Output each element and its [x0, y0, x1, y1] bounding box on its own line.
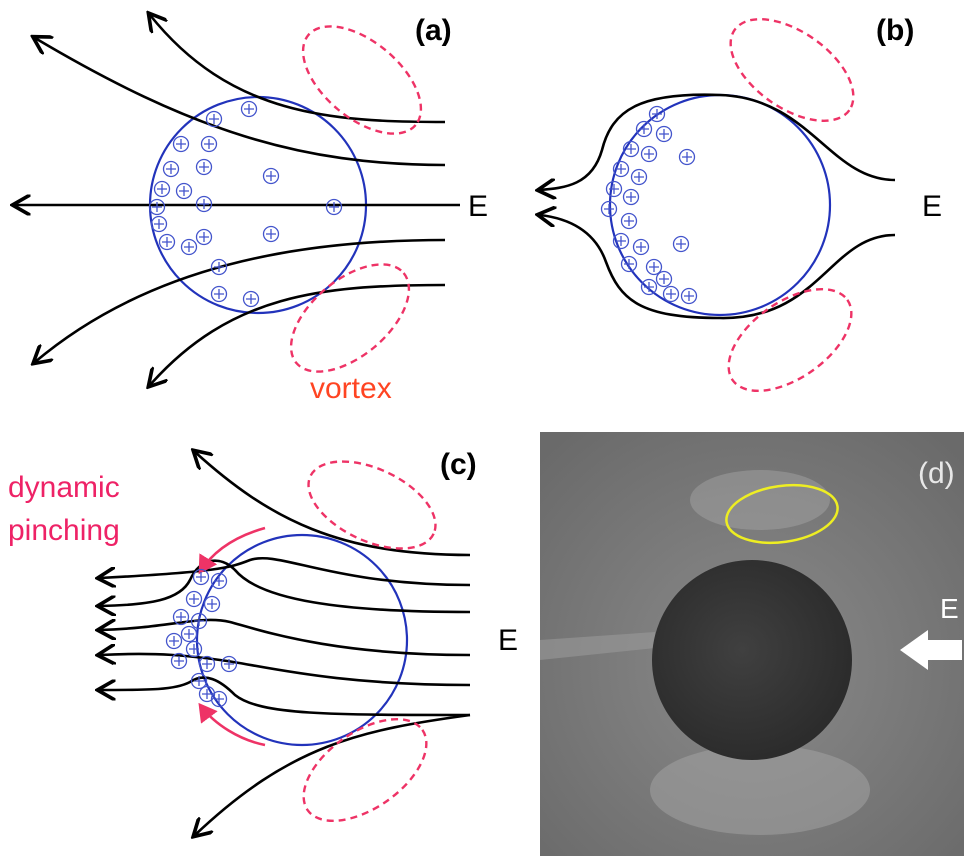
panel-a: (a) E vortex [15, 6, 488, 405]
annotation: vortex [310, 372, 392, 405]
field-line [100, 561, 470, 612]
vortex [286, 699, 444, 842]
field-line [35, 240, 445, 362]
field-line [100, 620, 470, 655]
panel-label: (a) [415, 14, 452, 47]
ions [602, 107, 697, 304]
annotation: pinching [8, 514, 120, 547]
panel-c: (c) E dynamic pinching [8, 444, 518, 842]
field-label: E [498, 624, 518, 657]
photo-glow [690, 470, 830, 530]
vortex [272, 244, 428, 392]
field-line [100, 654, 470, 685]
panel-d: (d) E [540, 432, 964, 856]
panel-label: (d) [918, 457, 955, 490]
field-label: E [468, 190, 488, 223]
field-line [150, 15, 445, 122]
field-line [35, 38, 445, 165]
field-label: E [922, 190, 942, 223]
field-line [540, 95, 895, 190]
field-line [150, 285, 445, 385]
panel-label: (b) [876, 14, 914, 47]
field-line [540, 215, 895, 318]
field-line [100, 558, 470, 585]
panel-label: (c) [440, 448, 477, 481]
field-line [195, 715, 470, 835]
vortex [295, 444, 449, 567]
figure: (a) E vortex (b) E [0, 0, 964, 856]
annotation: dynamic [8, 471, 120, 504]
pinch-arrow [200, 705, 265, 745]
particle-photo [652, 560, 852, 760]
field-label: E [940, 593, 959, 624]
panel-b: (b) E [540, 0, 942, 411]
